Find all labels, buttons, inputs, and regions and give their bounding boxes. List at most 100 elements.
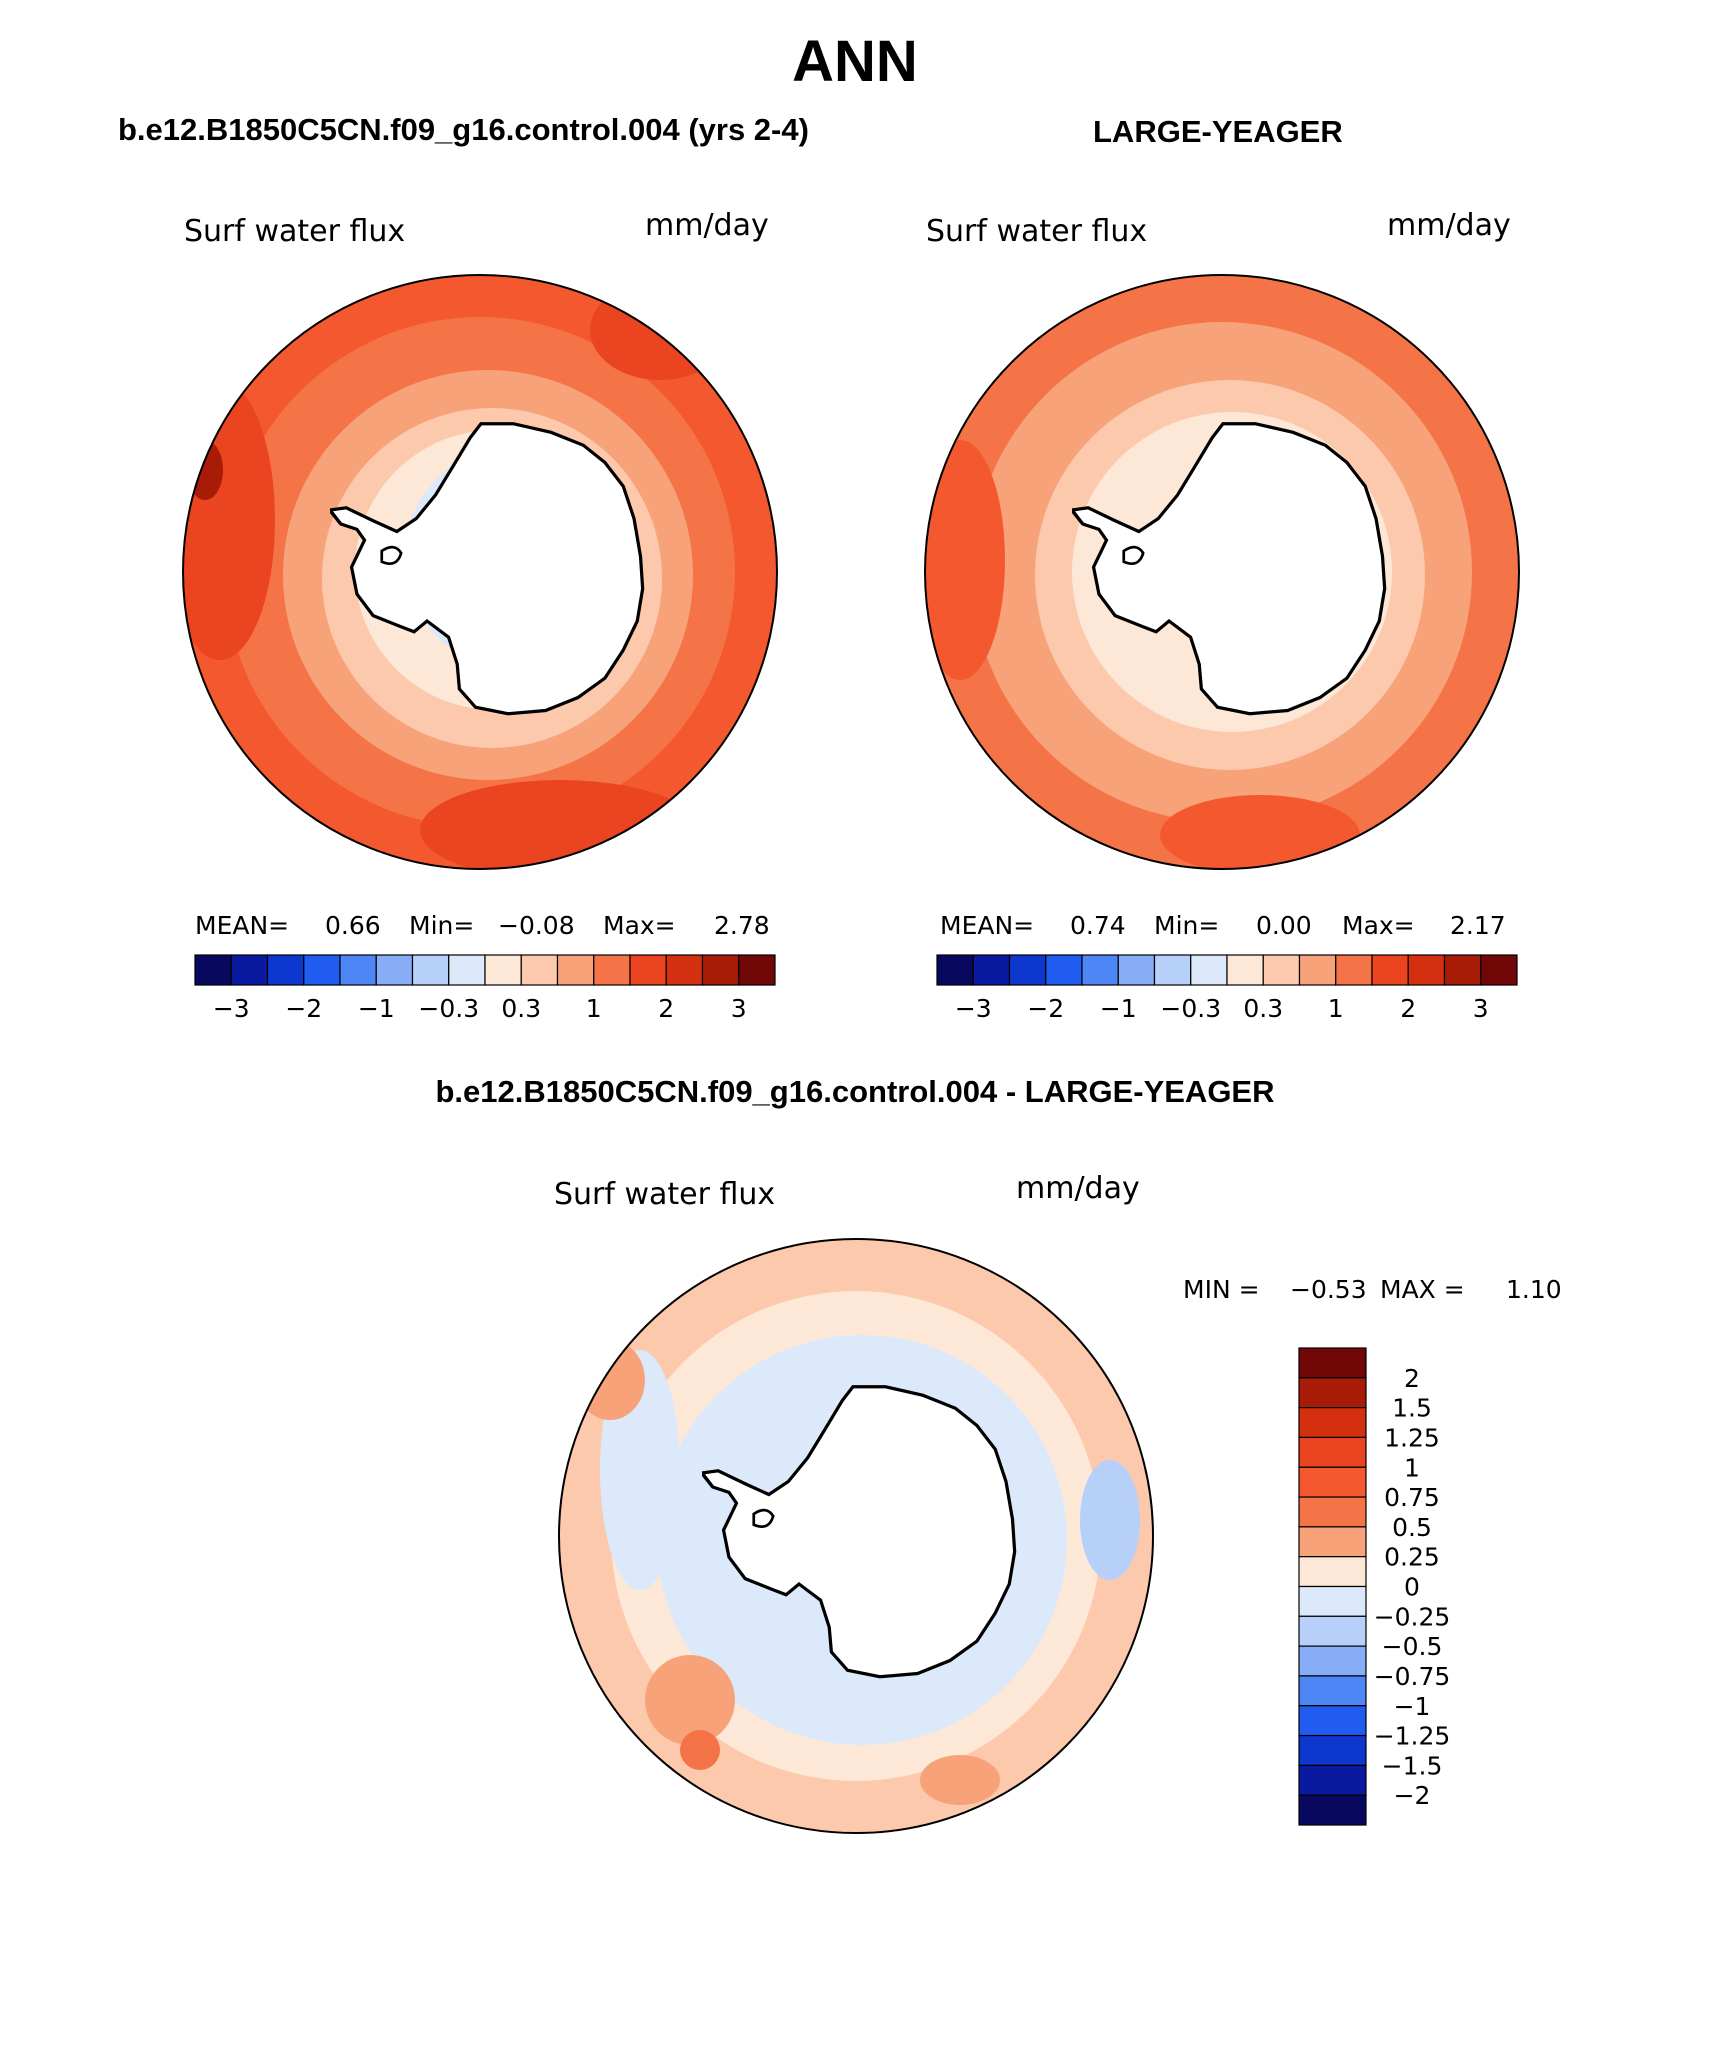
colorbar-tick-label: −2 xyxy=(1027,994,1064,1023)
max-label: Max= xyxy=(603,911,676,940)
colorbar-tick-label: 0.75 xyxy=(1384,1483,1440,1512)
colorbar-swatch xyxy=(1298,1436,1367,1468)
colorbar-tick-label: 2 xyxy=(1404,1364,1420,1393)
colorbar-swatch xyxy=(1298,1377,1367,1409)
colorbar-swatch xyxy=(1298,1556,1367,1588)
colorbar-swatch xyxy=(1298,1407,1367,1439)
colorbar-swatch xyxy=(1335,954,1373,986)
colorbar-tick-label: 0.3 xyxy=(501,994,541,1023)
min-label: Min= xyxy=(1154,911,1219,940)
colorbar-tick-label: 1.5 xyxy=(1392,1394,1432,1423)
max-value: 2.17 xyxy=(1450,911,1506,940)
stats-panel-diff: MIN = −0.53 MAX = 1.10 xyxy=(1183,1275,1562,1304)
panel-c-units: mm/day xyxy=(1016,1171,1140,1206)
panel-a-variable: Surf water flux xyxy=(184,214,405,249)
colorbar-swatch xyxy=(375,954,414,986)
colorbar-swatch xyxy=(665,954,704,986)
colorbar-swatch xyxy=(484,954,522,986)
colorbar-swatch xyxy=(1298,1794,1367,1826)
min-value: 0.00 xyxy=(1256,911,1312,940)
map-panel-diff xyxy=(558,1238,1154,1834)
colorbar-swatch xyxy=(1117,954,1156,986)
colorbar-swatch xyxy=(1298,1645,1367,1677)
colorbar-tick-label: 1 xyxy=(1404,1453,1420,1482)
colorbar-tick-label: 1 xyxy=(586,994,602,1023)
colorbar-swatch xyxy=(194,954,232,986)
colorbar-tick-label: −0.3 xyxy=(1160,994,1221,1023)
colorbar-swatch xyxy=(593,954,631,986)
min-label: Min= xyxy=(409,911,474,940)
colorbar-tick-label: 1.25 xyxy=(1384,1423,1440,1452)
colorbar-tick-label: −1 xyxy=(1394,1692,1431,1721)
colorbar-swatch xyxy=(1298,1585,1367,1617)
colorbar-swatch xyxy=(1298,1675,1367,1707)
colorbar-swatch xyxy=(266,954,305,986)
colorbar-tick-label: −1.5 xyxy=(1382,1751,1443,1780)
colorbar-tick-label: −3 xyxy=(213,994,250,1023)
colorbar-swatch xyxy=(1008,954,1047,986)
colorbar-swatch xyxy=(1045,954,1083,986)
mean-value: 0.74 xyxy=(1070,911,1126,940)
colorbar-swatch xyxy=(701,954,740,986)
colorbar-tick-label: 2 xyxy=(658,994,674,1023)
colorbar-tick-label: −2 xyxy=(1394,1781,1431,1810)
colorbar-swatch xyxy=(972,954,1011,986)
colorbar-tick-label: −0.75 xyxy=(1374,1662,1451,1691)
colorbar-tick-label: 0 xyxy=(1404,1573,1420,1602)
mean-label: MEAN= xyxy=(195,911,289,940)
case-a-title: b.e12.B1850C5CN.f09_g16.control.004 (yrs… xyxy=(118,112,809,147)
colorbar-tick-label: −1.25 xyxy=(1374,1722,1451,1751)
colorbar-panel-b: −3 −2 −1 −0.3 0.3 1 2 3 xyxy=(936,954,1518,1023)
colorbar-swatch xyxy=(1443,954,1482,986)
stats-panel-b: MEAN= 0.74 Min= 0.00 Max= 2.17 xyxy=(940,911,1506,940)
colorbar-swatch xyxy=(303,954,341,986)
panel-a-units: mm/day xyxy=(645,208,769,243)
colorbar-swatch xyxy=(1371,954,1409,986)
colorbar-tick-label: −3 xyxy=(955,994,992,1023)
map-panel-a xyxy=(182,274,778,870)
colorbar-tick-label: −0.5 xyxy=(1382,1632,1443,1661)
mean-value: 0.66 xyxy=(325,911,381,940)
colorbar-tick-label: 0.3 xyxy=(1243,994,1283,1023)
colorbar-swatch xyxy=(1298,1347,1367,1379)
colorbar-swatch xyxy=(520,954,559,986)
colorbar-swatch xyxy=(1298,1615,1367,1647)
max-value: 2.78 xyxy=(714,911,770,940)
colorbar-swatch xyxy=(1153,954,1192,986)
colorbar-swatch xyxy=(1081,954,1119,986)
colorbar-tick-label: −1 xyxy=(358,994,395,1023)
colorbar-swatch xyxy=(629,954,667,986)
max-label: Max= xyxy=(1342,911,1415,940)
min-label: MIN = xyxy=(1183,1275,1260,1304)
colorbar-swatch xyxy=(230,954,269,986)
panel-b-variable: Surf water flux xyxy=(926,214,1147,249)
colorbar-tick-label: −0.3 xyxy=(418,994,479,1023)
diff-title: b.e12.B1850C5CN.f09_g16.control.004 - LA… xyxy=(435,1074,1275,1109)
colorbar-tick-label: 0.25 xyxy=(1384,1543,1440,1572)
colorbar-swatch xyxy=(1298,1526,1367,1558)
colorbar-swatch xyxy=(936,954,974,986)
colorbar-tick-label: −1 xyxy=(1100,994,1137,1023)
colorbar-swatch xyxy=(556,954,595,986)
colorbar-swatch xyxy=(738,954,776,986)
case-b-title: LARGE-YEAGER xyxy=(1093,114,1343,149)
colorbar-swatch xyxy=(1298,954,1337,986)
colorbar-tick-label: 2 xyxy=(1400,994,1416,1023)
colorbar-panel-a: −3 −2 −1 −0.3 0.3 1 2 3 xyxy=(194,954,776,1023)
colorbar-swatch xyxy=(1298,1705,1367,1737)
colorbar-swatch xyxy=(1298,1496,1367,1528)
colorbar-tick-label: 1 xyxy=(1328,994,1344,1023)
panel-b-units: mm/day xyxy=(1387,208,1511,243)
colorbar-swatch xyxy=(448,954,486,986)
colorbar-swatch xyxy=(1298,1466,1367,1498)
colorbar-swatch xyxy=(1262,954,1301,986)
colorbar-swatch xyxy=(1298,1764,1367,1796)
map-panel-b xyxy=(924,274,1520,870)
colorbar-swatch xyxy=(1298,1734,1367,1766)
mean-label: MEAN= xyxy=(940,911,1034,940)
max-value: 1.10 xyxy=(1506,1275,1562,1304)
colorbar-swatch xyxy=(411,954,450,986)
stats-panel-a: MEAN= 0.66 Min= −0.08 Max= 2.78 xyxy=(195,911,770,940)
colorbar-tick-label: −0.25 xyxy=(1374,1602,1451,1631)
